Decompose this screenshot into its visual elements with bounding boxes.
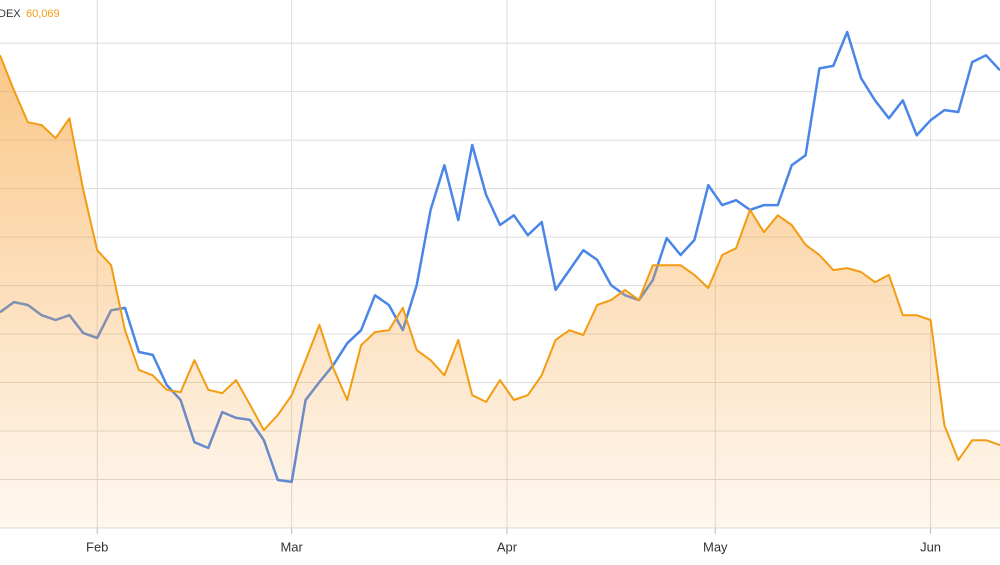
x-tick-label: Mar	[280, 539, 303, 554]
plot	[0, 30, 1000, 529]
x-tick-label: May	[703, 539, 728, 554]
legend-label: DEX	[0, 8, 21, 20]
legend-value: 60,069	[26, 8, 60, 20]
line	[0, 54, 1000, 462]
x-tick-label: Feb	[86, 539, 108, 554]
x-tick-label: Jun	[920, 539, 941, 554]
x-tick-label: Apr	[497, 539, 518, 554]
line	[0, 30, 1000, 484]
area	[0, 55, 1000, 529]
